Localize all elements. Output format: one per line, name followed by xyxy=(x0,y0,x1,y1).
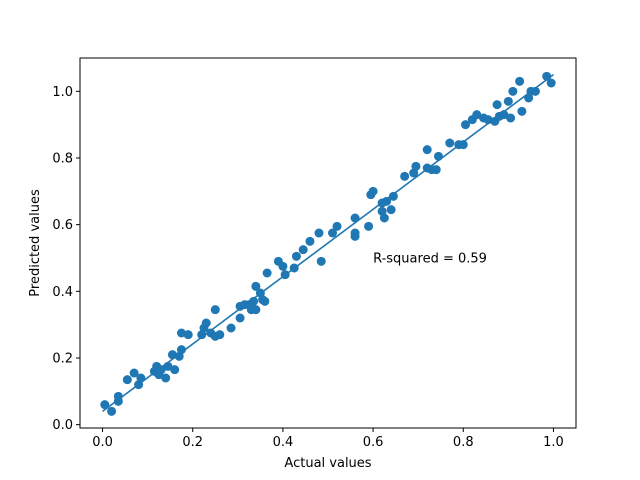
scatter-points xyxy=(100,71,556,416)
data-point xyxy=(170,365,180,375)
data-point xyxy=(368,186,378,196)
data-point xyxy=(388,191,398,201)
data-point xyxy=(122,375,132,385)
data-point xyxy=(364,221,374,231)
data-point xyxy=(156,365,166,375)
y-tick-label: 0.0 xyxy=(52,418,73,433)
data-point xyxy=(332,221,342,231)
y-tick-label: 0.6 xyxy=(52,218,73,233)
data-point xyxy=(328,228,338,238)
data-point xyxy=(382,196,392,206)
data-point xyxy=(176,328,186,338)
x-tick-label: 0.6 xyxy=(363,435,384,450)
data-point xyxy=(386,205,396,215)
data-point xyxy=(305,236,315,246)
x-tick-label: 0.8 xyxy=(453,435,474,450)
data-point xyxy=(379,213,389,223)
data-point xyxy=(100,400,110,410)
data-point xyxy=(422,145,432,155)
x-tick-label: 0.2 xyxy=(182,435,203,450)
x-axis-label: Actual values xyxy=(284,456,371,471)
data-point xyxy=(445,138,455,148)
data-point xyxy=(515,76,525,86)
data-point xyxy=(431,165,441,175)
data-point xyxy=(472,110,482,120)
data-point xyxy=(210,305,220,315)
data-point xyxy=(278,261,288,271)
data-point xyxy=(129,368,139,378)
data-point xyxy=(400,171,410,181)
data-point xyxy=(411,161,421,171)
data-point xyxy=(503,96,513,106)
data-point xyxy=(506,113,516,123)
data-point xyxy=(251,305,261,315)
data-point xyxy=(161,373,171,383)
r-squared-annotation: R-squared = 0.59 xyxy=(373,252,487,267)
data-point xyxy=(107,406,117,416)
data-point xyxy=(316,256,326,266)
y-axis: 0.0 0.2 0.4 0.6 0.8 1.0 xyxy=(52,85,80,433)
y-tick-label: 0.4 xyxy=(52,285,73,300)
data-point xyxy=(249,296,259,306)
x-axis: 0.0 0.2 0.4 0.6 0.8 1.0 xyxy=(92,428,564,450)
data-point xyxy=(291,251,301,261)
x-tick-label: 0.4 xyxy=(273,435,294,450)
y-tick-label: 1.0 xyxy=(52,85,73,100)
data-point xyxy=(458,140,468,150)
data-point xyxy=(546,78,556,88)
data-point xyxy=(176,345,186,355)
data-point xyxy=(508,86,518,96)
data-point xyxy=(183,330,193,340)
data-point xyxy=(235,313,245,323)
data-point xyxy=(350,228,360,238)
data-point xyxy=(433,151,443,161)
y-axis-label: Predicted values xyxy=(28,189,43,297)
data-point xyxy=(298,245,308,255)
data-point xyxy=(314,228,324,238)
data-point xyxy=(251,281,261,291)
data-point xyxy=(492,100,502,110)
y-tick-label: 0.8 xyxy=(52,152,73,167)
fit-line-group xyxy=(102,74,554,412)
x-tick-label: 1.0 xyxy=(543,435,564,450)
data-point xyxy=(226,323,236,333)
data-point xyxy=(517,106,527,116)
y-tick-label: 0.2 xyxy=(52,352,73,367)
data-point xyxy=(262,268,272,278)
data-point xyxy=(215,330,225,340)
data-point xyxy=(260,296,270,306)
data-point xyxy=(201,318,211,328)
fit-line xyxy=(102,74,554,412)
x-tick-label: 0.0 xyxy=(92,435,113,450)
data-point xyxy=(461,120,471,130)
